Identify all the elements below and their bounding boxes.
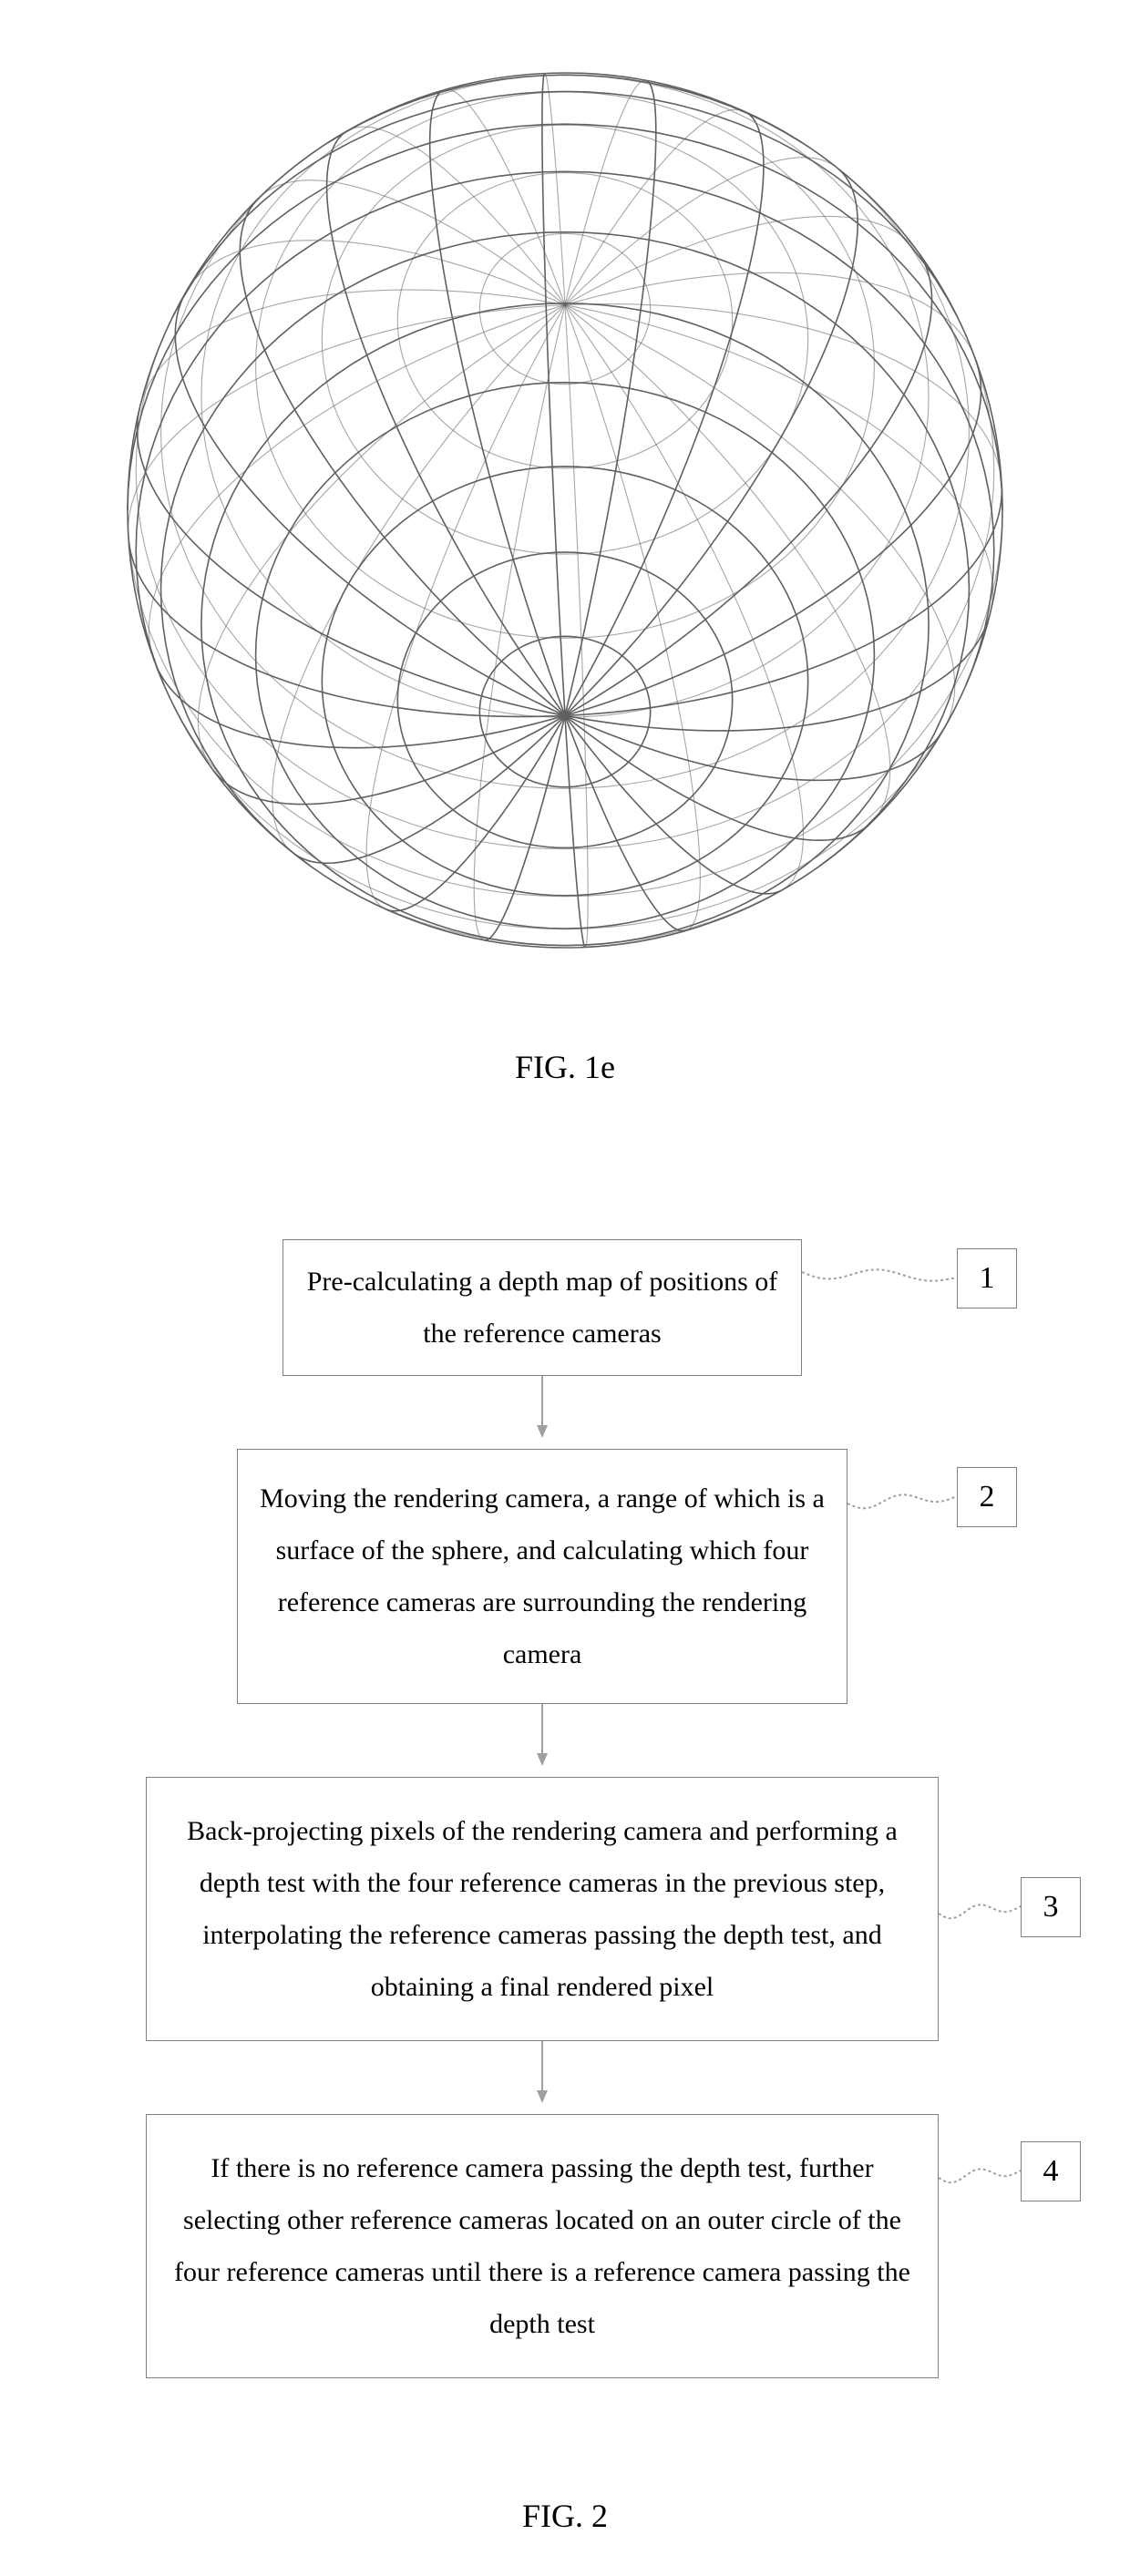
flowchart-arrow [541, 1376, 543, 1436]
flowchart-step-number: 1 [957, 1248, 1017, 1309]
flowchart-leader-line [930, 2157, 1030, 2193]
flowchart-step-box: Pre-calculating a depth map of positions… [282, 1239, 802, 1376]
flowchart-leader-line [930, 1893, 1030, 1929]
flowchart-step-text: Back-projecting pixels of the rendering … [169, 1805, 916, 2013]
wireframe-sphere [109, 36, 1021, 984]
flowchart-step-text: If there is no reference camera passing … [169, 2142, 916, 2350]
flowchart-arrow [541, 1704, 543, 1764]
flowchart-leader-line [838, 1483, 966, 1519]
fig2-label: FIG. 2 [0, 2497, 1130, 2535]
flowchart-arrow [541, 2041, 543, 2101]
flowchart-step-number: 2 [957, 1467, 1017, 1527]
flowchart-leader-line [793, 1258, 966, 1295]
fig2-flowchart: Pre-calculating a depth map of positions… [0, 1239, 1130, 2460]
fig1e-sphere-area [109, 36, 1021, 984]
flowchart-step-text: Pre-calculating a depth map of positions… [305, 1256, 779, 1360]
flowchart-step-box: Back-projecting pixels of the rendering … [146, 1777, 939, 2041]
flowchart-step-box: If there is no reference camera passing … [146, 2114, 939, 2378]
flowchart-step-text: Moving the rendering camera, a range of … [260, 1473, 825, 1680]
flowchart-step-number: 3 [1021, 1877, 1081, 1937]
flowchart-step-number: 4 [1021, 2141, 1081, 2201]
fig1e-label: FIG. 1e [0, 1048, 1130, 1086]
page: FIG. 1e Pre-calculating a depth map of p… [0, 0, 1130, 2576]
flowchart-step-box: Moving the rendering camera, a range of … [237, 1449, 848, 1704]
